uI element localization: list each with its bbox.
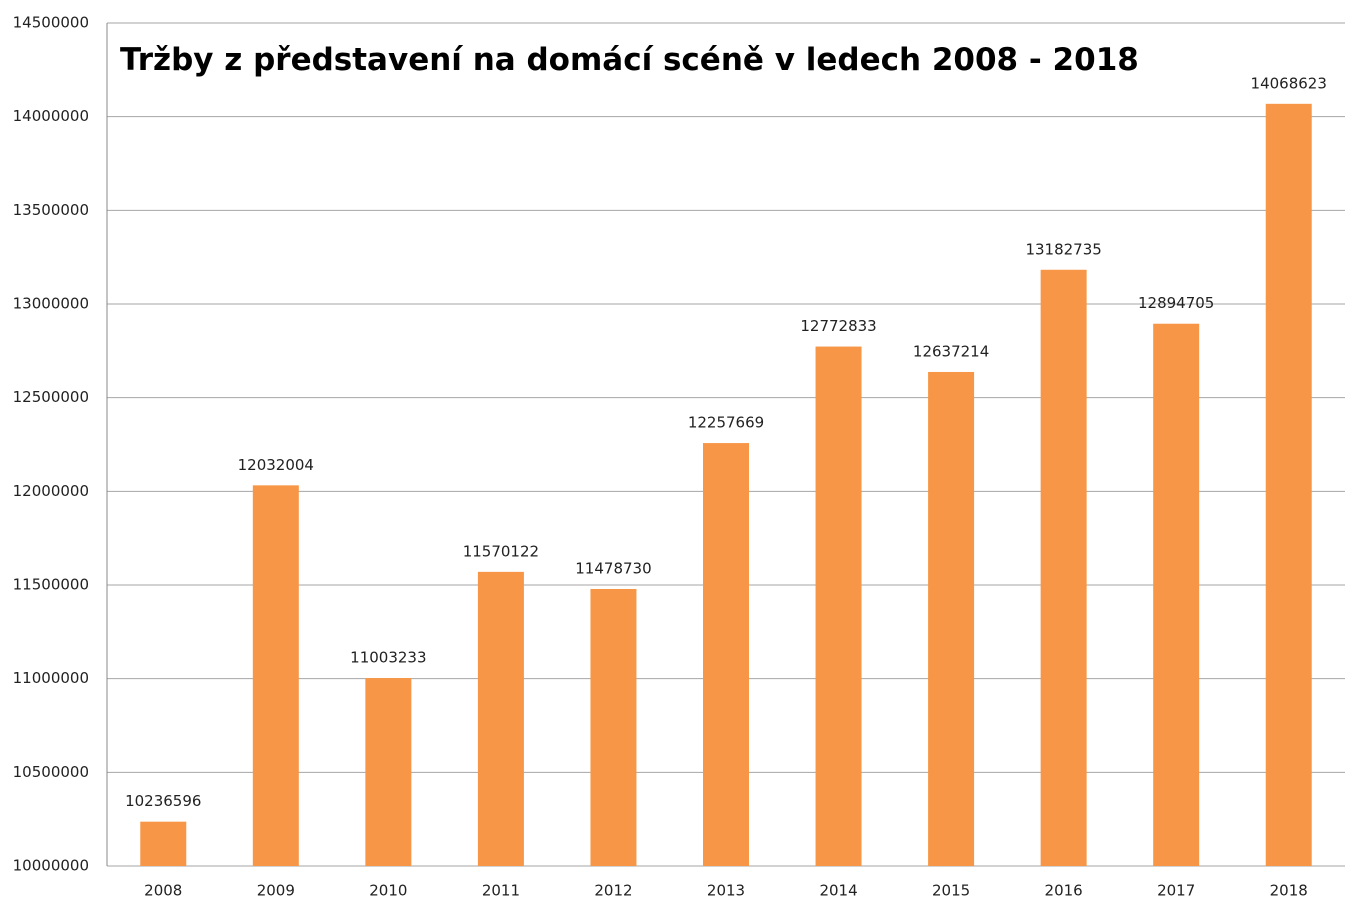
bar xyxy=(365,678,412,866)
data-label: 11570122 xyxy=(463,542,539,560)
x-tick-label: 2017 xyxy=(1157,882,1195,900)
x-tick-label: 2010 xyxy=(369,882,407,900)
data-label: 12772833 xyxy=(800,317,876,335)
bar xyxy=(703,443,749,866)
y-tick-label: 12000000 xyxy=(13,482,89,500)
bar xyxy=(477,571,524,866)
data-label: 13182735 xyxy=(1025,240,1101,258)
data-label: 12894705 xyxy=(1138,294,1214,312)
bar xyxy=(140,821,187,866)
y-tick-label: 11000000 xyxy=(13,669,89,687)
y-tick-label: 11500000 xyxy=(13,576,89,594)
x-tick-label: 2014 xyxy=(819,882,857,900)
data-label: 12257669 xyxy=(688,414,764,432)
bar xyxy=(815,346,862,867)
data-label: 12032004 xyxy=(238,456,314,474)
data-label: 11003233 xyxy=(350,649,426,667)
bar xyxy=(252,485,299,866)
data-label: 14068623 xyxy=(1251,74,1327,92)
y-tick-label: 10500000 xyxy=(13,763,89,781)
x-tick-label: 2015 xyxy=(932,882,970,900)
y-tick-label: 14000000 xyxy=(13,107,89,125)
x-tick-label: 2011 xyxy=(482,882,520,900)
x-tick-label: 2018 xyxy=(1270,882,1308,900)
data-label: 12637214 xyxy=(913,342,989,360)
y-tick-label: 12500000 xyxy=(13,388,89,406)
y-tick-label: 13500000 xyxy=(13,201,89,219)
data-label: 11478730 xyxy=(575,559,651,577)
y-tick-label: 10000000 xyxy=(13,857,89,875)
x-tick-label: 2016 xyxy=(1045,882,1083,900)
bar xyxy=(1265,103,1312,867)
chart-title: Tržby z představení na domácí scéně v le… xyxy=(120,42,1139,78)
y-tick-label: 14500000 xyxy=(13,14,89,32)
y-tick-label: 13000000 xyxy=(13,295,89,313)
x-tick-label: 2009 xyxy=(257,882,295,900)
x-tick-label: 2012 xyxy=(594,882,632,900)
bar xyxy=(928,371,975,866)
bar xyxy=(1153,323,1200,867)
x-tick-label: 2013 xyxy=(707,882,745,900)
x-tick-label: 2008 xyxy=(144,882,182,900)
bar xyxy=(1040,269,1087,866)
bar xyxy=(590,588,637,866)
data-label: 10236596 xyxy=(125,792,201,810)
